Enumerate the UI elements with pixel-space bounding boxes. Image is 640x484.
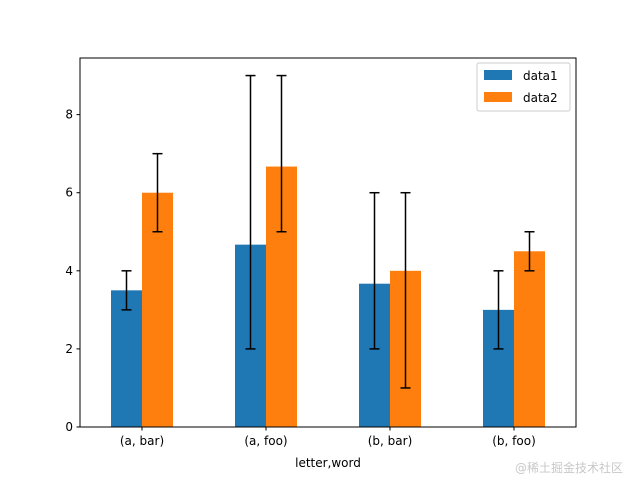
- bar-data1-0: [111, 290, 142, 427]
- legend-swatch-data2: [484, 92, 512, 102]
- legend-label-data2: data2: [523, 91, 558, 105]
- bar-data2-3: [514, 251, 545, 427]
- y-tick-label: 6: [65, 186, 73, 200]
- y-tick-label: 8: [65, 108, 73, 122]
- y-tick-label: 2: [65, 342, 73, 356]
- watermark: @稀土掘金技术社区: [515, 461, 624, 475]
- y-tick-label: 4: [65, 264, 73, 278]
- legend-label-data1: data1: [523, 69, 558, 83]
- legend: data1 data2: [476, 62, 571, 112]
- plot-frame: [79, 57, 577, 428]
- x-axis-label: letter,word: [295, 456, 361, 470]
- x-tick-label: (b, foo): [492, 434, 536, 448]
- y-tick-label: 0: [65, 420, 73, 434]
- legend-swatch-data1: [484, 70, 512, 80]
- x-tick-label: (a, bar): [120, 434, 164, 448]
- x-tick-label: (a, foo): [244, 434, 287, 448]
- x-tick-label: (b, bar): [368, 434, 413, 448]
